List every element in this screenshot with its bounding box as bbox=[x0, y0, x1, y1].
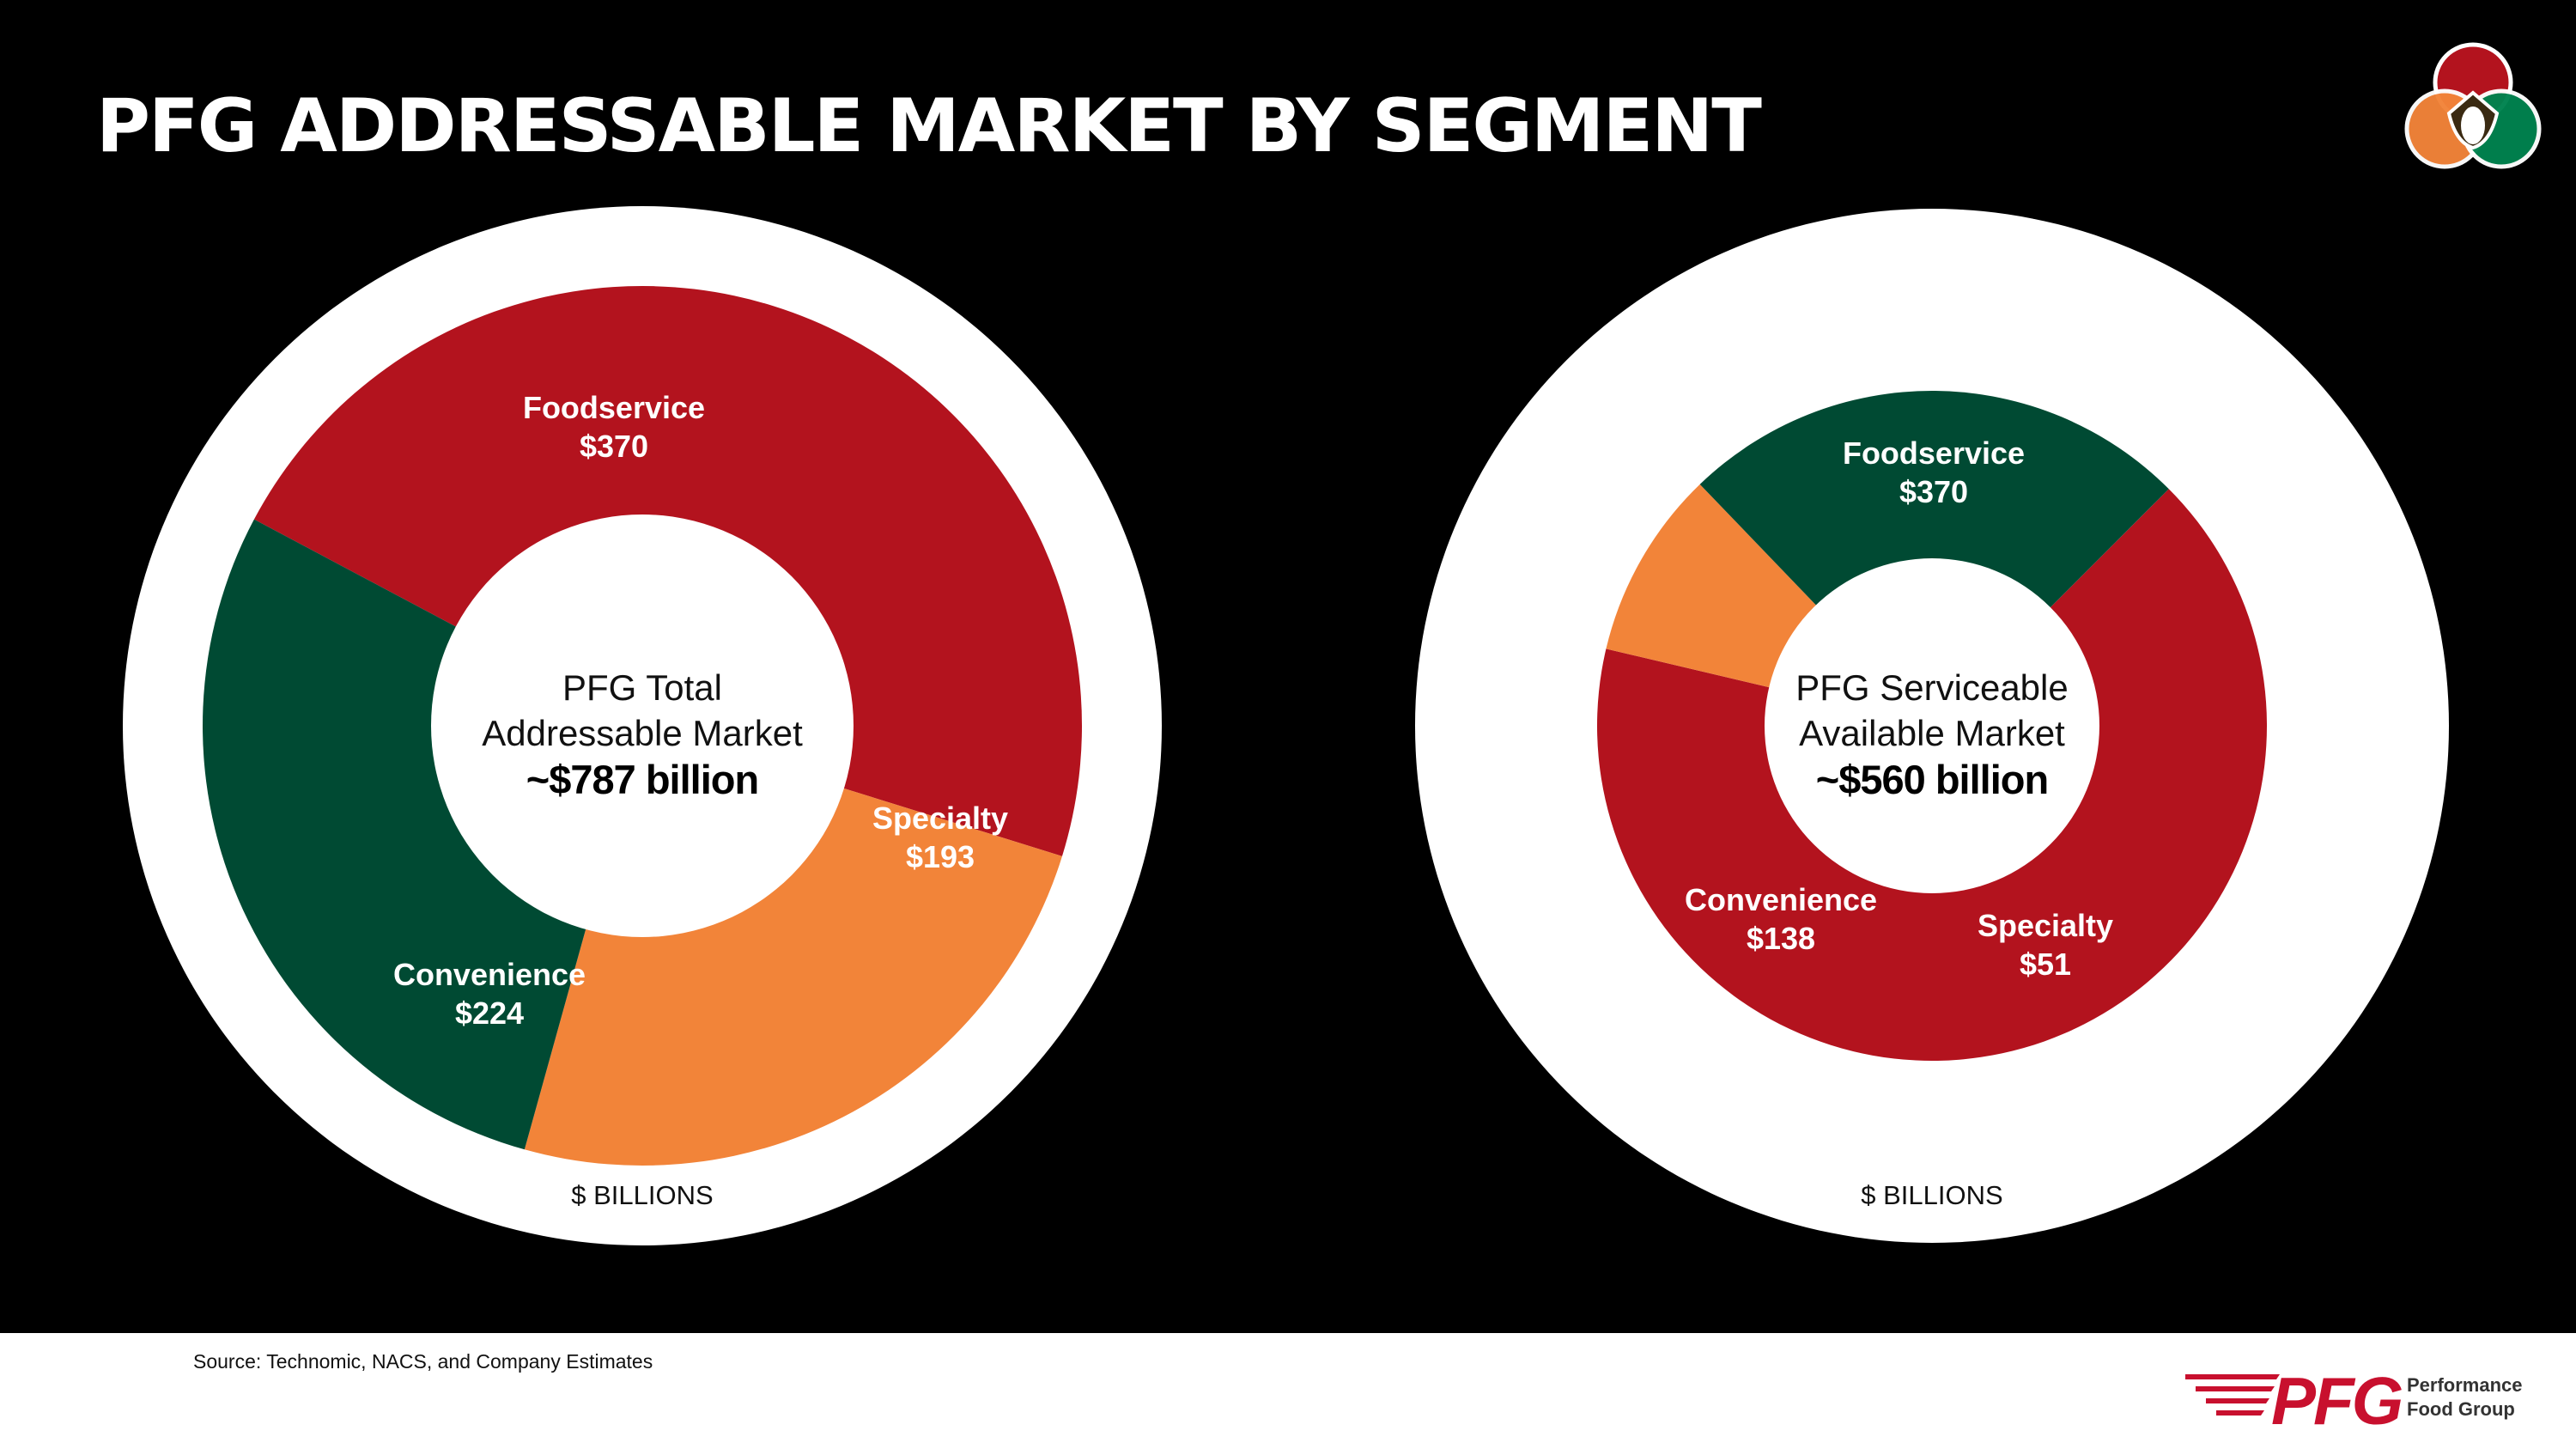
slice-name-convenience: Convenience bbox=[393, 957, 586, 992]
center-line-2: Addressable Market bbox=[482, 713, 803, 753]
slice-value-convenience: $224 bbox=[455, 995, 524, 1031]
center-hole bbox=[1765, 558, 2099, 893]
slice-value-foodservice: $370 bbox=[1899, 474, 1968, 509]
center-hole bbox=[431, 514, 854, 937]
slide-area: PFG ADDRESSABLE MARKET BY SEGMENT PFG To… bbox=[96, 42, 2542, 1245]
source-note: Source: Technomic, NACS, and Company Est… bbox=[193, 1350, 653, 1373]
brand-line-2: Food Group bbox=[2407, 1398, 2515, 1420]
center-total: ~$560 billion bbox=[1816, 757, 2048, 802]
slice-value-convenience: $138 bbox=[1747, 921, 1815, 956]
center-line-1: PFG Total bbox=[562, 667, 722, 708]
donut-charts: PFG Total Addressable Market ~$787 billi… bbox=[123, 206, 2449, 1245]
footer bbox=[0, 1333, 2576, 1449]
brand-mark: PFG bbox=[2271, 1363, 2403, 1436]
slice-name-specialty: Specialty bbox=[1978, 908, 2113, 943]
slice-value-specialty: $193 bbox=[906, 839, 975, 874]
unit-label: $ BILLIONS bbox=[571, 1180, 713, 1210]
center-line-1: PFG Serviceable bbox=[1795, 667, 2068, 708]
donut-chart-serviceable-market: PFG Serviceable Available Market ~$560 b… bbox=[1415, 209, 2449, 1243]
brand-line-1: Performance bbox=[2407, 1374, 2523, 1396]
center-total: ~$787 billion bbox=[526, 757, 758, 802]
slice-value-specialty: $51 bbox=[2020, 947, 2071, 982]
center-line-2: Available Market bbox=[1799, 713, 2065, 753]
slide-title: PFG ADDRESSABLE MARKET BY SEGMENT bbox=[96, 83, 1762, 169]
venn-logo-icon bbox=[2404, 42, 2542, 169]
donut-chart-total-market: PFG Total Addressable Market ~$787 billi… bbox=[123, 206, 1162, 1245]
slice-name-specialty: Specialty bbox=[872, 801, 1008, 836]
slice-convenience bbox=[1699, 391, 2169, 726]
slice-name-foodservice: Foodservice bbox=[1843, 435, 2025, 471]
pfg-brand-logo: PFG Performance Food Group bbox=[2185, 1363, 2523, 1436]
unit-label: $ BILLIONS bbox=[1861, 1180, 2002, 1210]
slice-name-foodservice: Foodservice bbox=[523, 390, 705, 425]
speed-lines-icon bbox=[2185, 1374, 2280, 1416]
slice-name-convenience: Convenience bbox=[1685, 882, 1877, 917]
slice-value-foodservice: $370 bbox=[580, 429, 648, 464]
